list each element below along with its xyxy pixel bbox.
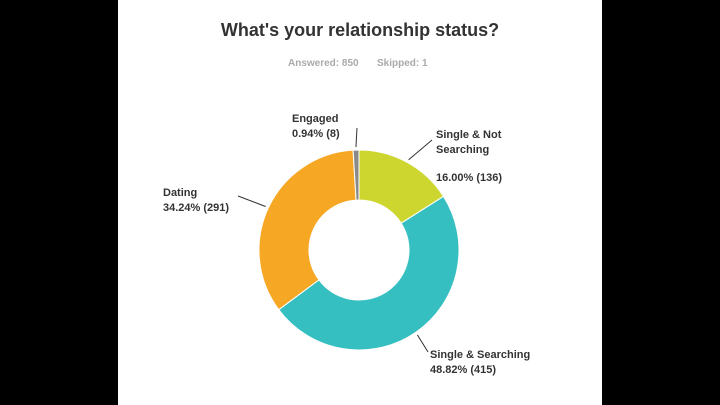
leader-line bbox=[237, 195, 266, 207]
category-label: Single & Not Searching bbox=[436, 129, 502, 156]
leader-line bbox=[355, 127, 358, 148]
category-label: Single & Searching bbox=[430, 349, 531, 361]
leader-line bbox=[416, 334, 429, 353]
value-label: 16.00% (136) bbox=[436, 172, 503, 184]
value-label: 34.24% (291) bbox=[163, 202, 230, 214]
skipped-count: Skipped: 1 bbox=[377, 58, 428, 69]
donut-slice bbox=[352, 149, 360, 201]
donut-slice bbox=[258, 149, 357, 311]
answered-count: Answered: 850 bbox=[288, 58, 359, 69]
category-label: Dating bbox=[163, 187, 198, 199]
category-label: Engaged bbox=[292, 113, 339, 125]
leader-line bbox=[408, 139, 433, 161]
value-label: 48.82% (415) bbox=[430, 364, 497, 376]
chart-title: What's your relationship status? bbox=[220, 20, 500, 40]
donut-slice bbox=[278, 195, 460, 351]
value-label: 0.94% (8) bbox=[292, 128, 340, 140]
